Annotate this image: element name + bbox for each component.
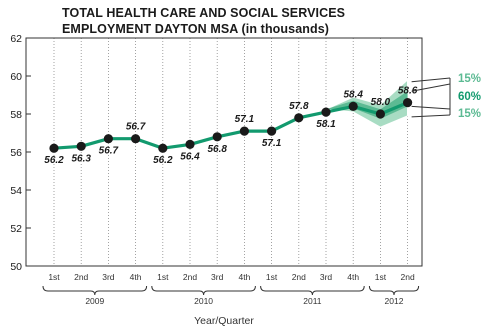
data-point [103,134,113,144]
year-brace [151,285,256,296]
data-point [158,143,168,153]
year-label: 2012 [385,296,404,306]
x-tick-label: 3rd [320,272,333,282]
data-label: 56.3 [71,153,91,164]
x-tick-label: 1st [266,272,278,282]
chart-subtitle: EMPLOYMENT DAYTON MSA (in thousands) [62,22,330,36]
x-tick-label: 4th [347,272,359,282]
data-label: 56.7 [126,122,146,133]
data-label: 57.1 [262,138,282,149]
y-tick-label: 62 [10,33,22,45]
data-label: 56.2 [44,155,64,166]
data-label: 58.4 [343,89,363,100]
data-point [294,113,304,123]
data-point [267,126,277,136]
data-point [76,141,86,151]
x-tick-label: 2nd [401,272,415,282]
year-brace [260,285,365,296]
y-tick-label: 52 [10,223,22,235]
x-tick-label: 3rd [211,272,224,282]
y-tick-label: 58 [10,109,22,121]
band-label-lower: 15% [458,108,481,120]
x-axis-label: Year/Quarter [194,315,254,327]
year-label: 2010 [194,296,213,306]
data-point [212,132,222,142]
y-tick-label: 54 [10,185,22,197]
y-tick-label: 56 [10,147,22,159]
data-label: 56.8 [207,144,227,155]
x-tick-label: 2nd [292,272,306,282]
year-brace [42,285,148,296]
x-tick-label: 1st [157,272,169,282]
band-label-middle: 60% [458,91,481,103]
year-label: 2011 [303,296,322,306]
x-tick-label: 1st [48,272,60,282]
band-connector [411,83,451,92]
y-tick-label: 50 [10,261,22,273]
year-brace [368,285,420,296]
data-label: 58.6 [398,86,418,97]
data-label: 56.2 [153,155,173,166]
data-label: 56.4 [180,151,200,162]
data-label: 56.7 [99,146,119,157]
data-label: 58.0 [371,97,391,108]
year-label: 2009 [85,296,104,306]
x-tick-label: 2nd [183,272,197,282]
data-point [49,143,59,153]
data-point [321,107,331,117]
band-connector [411,105,451,110]
x-tick-label: 4th [130,272,142,282]
band-label-upper: 15% [458,73,481,85]
data-point [348,101,358,111]
data-label: 57.8 [289,101,309,112]
y-tick-label: 60 [10,71,22,83]
data-point [375,109,385,119]
x-tick-label: 4th [238,272,250,282]
data-label: 57.1 [235,114,255,125]
data-label: 58.1 [316,119,336,130]
band-connector [411,114,451,118]
data-point [403,98,413,108]
x-tick-label: 3rd [102,272,115,282]
data-point [131,134,141,144]
chart-title: TOTAL HEALTH CARE AND SOCIAL SERVICES [62,6,346,20]
x-tick-label: 2nd [74,272,88,282]
data-point [185,139,195,149]
data-point [239,126,249,136]
band-connector [411,77,451,83]
x-tick-label: 1st [375,272,387,282]
